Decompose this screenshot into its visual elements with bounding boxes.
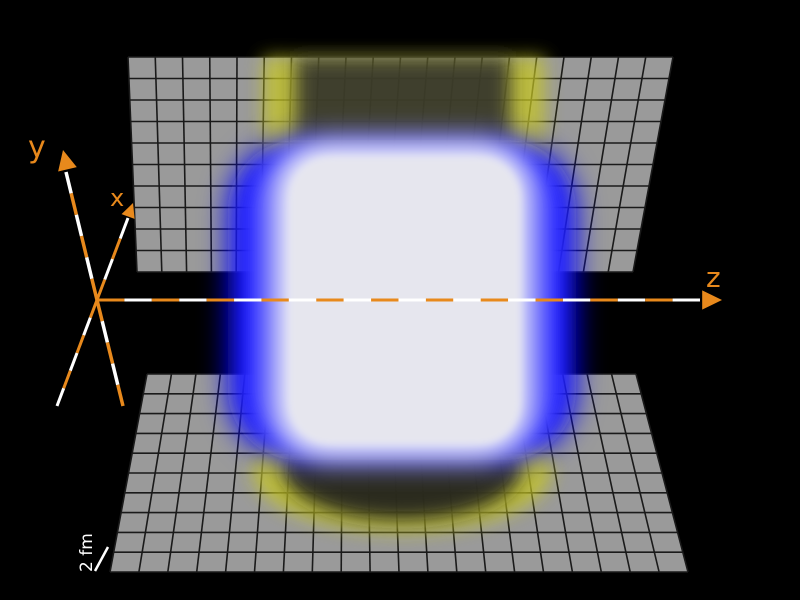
y-axis-line <box>100 320 110 343</box>
y-axis-line <box>74 214 84 237</box>
x-axis-line <box>118 217 130 240</box>
y-axis-label: y <box>28 130 46 165</box>
x-axis-line <box>68 352 79 372</box>
y-axis-line <box>90 278 99 301</box>
x-axis-line <box>111 237 122 260</box>
scale-bar-label: 2 fm <box>77 533 97 572</box>
x-axis-line <box>82 317 92 336</box>
y-axis-line <box>79 235 89 258</box>
y-axis-line <box>116 384 125 407</box>
x-axis-line <box>75 334 86 354</box>
y-axis-line <box>84 256 94 280</box>
axes: y x z <box>28 130 722 407</box>
x-axis-line <box>62 370 72 389</box>
y-axis-line <box>69 192 79 216</box>
y-axis-line <box>110 363 120 386</box>
y-axis-line <box>95 299 104 322</box>
z-axis-label: z <box>706 261 721 294</box>
scale-bar: 2 fm <box>77 533 110 572</box>
y-axis-arrow <box>58 150 77 172</box>
x-axis-line <box>55 387 66 407</box>
x-axis-line <box>95 278 107 301</box>
z-axis-arrow <box>702 290 722 310</box>
y-axis-line <box>105 341 115 365</box>
x-axis-arrow <box>121 203 135 219</box>
x-axis-line <box>103 258 114 281</box>
x-axis-line <box>88 299 99 319</box>
y-axis-line <box>64 171 73 194</box>
x-axis-label: x <box>110 184 124 212</box>
